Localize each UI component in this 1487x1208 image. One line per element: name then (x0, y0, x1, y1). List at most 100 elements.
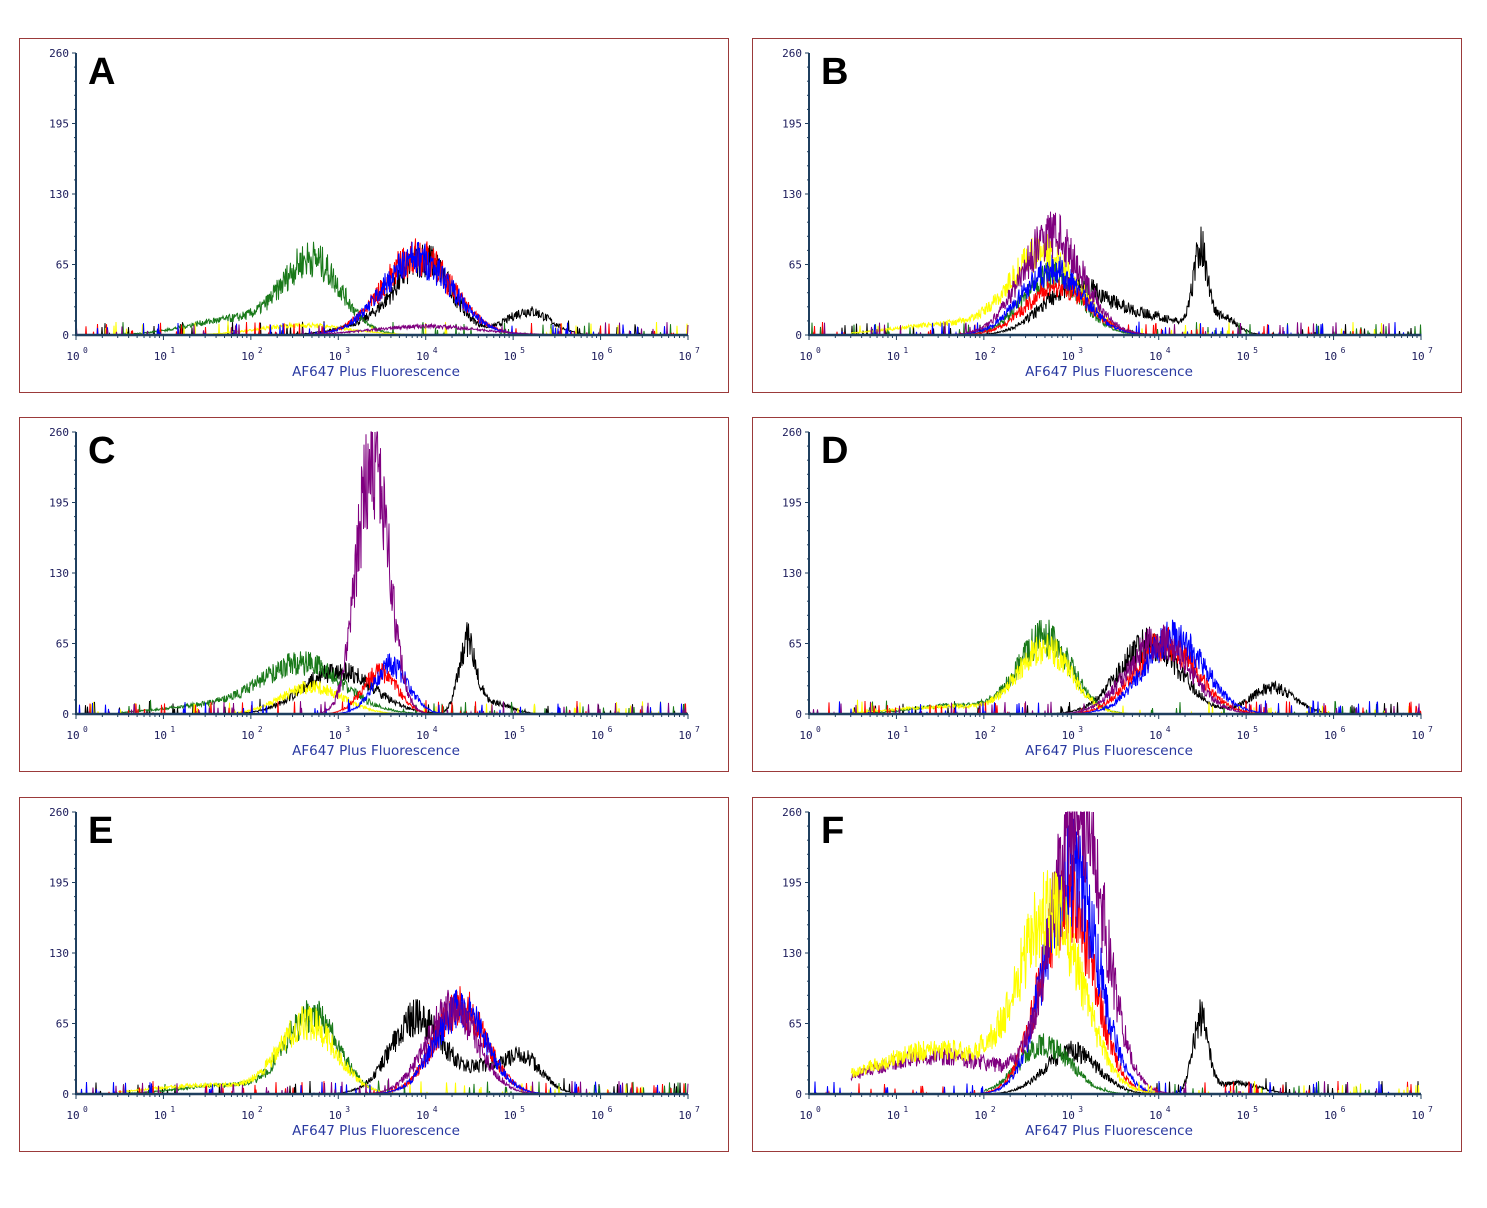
x-tick-label: 10 (154, 729, 167, 742)
x-axis-label: AF647 Plus Fluorescence (1025, 743, 1193, 759)
x-tick-exponent: 2 (258, 725, 263, 734)
x-tick-exponent: 3 (1078, 1105, 1083, 1114)
x-tick-exponent: 4 (1166, 725, 1171, 734)
y-tick-label: 130 (49, 947, 69, 960)
histogram-panel-f: F 0 65 130 195 260 10 0 10 1 10 2 10 3 10 4 10 5 10 6 10 7 AF6… (752, 797, 1462, 1152)
histogram-panel-a: A 0 65 130 195 260 10 0 10 1 10 2 10 3 10 4 10 5 10 6 10 7 AF6… (19, 38, 729, 393)
y-tick-label: 130 (782, 947, 802, 960)
x-tick-exponent: 3 (1078, 346, 1083, 355)
x-tick-exponent: 0 (83, 346, 88, 355)
x-tick-exponent: 1 (903, 346, 908, 355)
x-tick-label: 10 (416, 1109, 429, 1122)
x-tick-exponent: 7 (695, 346, 700, 355)
y-tick-label: 260 (49, 47, 69, 60)
y-tick-label: 130 (782, 567, 802, 580)
histogram-series-2 (850, 233, 1421, 336)
y-tick-label: 260 (782, 47, 802, 60)
x-tick-label: 10 (1411, 350, 1424, 363)
x-tick-exponent: 0 (83, 725, 88, 734)
x-tick-label: 10 (1062, 350, 1075, 363)
y-tick-label: 195 (49, 877, 69, 890)
histogram-series-5 (809, 211, 1421, 336)
x-tick-label: 10 (1237, 350, 1250, 363)
x-tick-label: 10 (678, 729, 691, 742)
y-tick-label: 130 (782, 188, 802, 201)
x-tick-exponent: 3 (345, 725, 350, 734)
x-tick-exponent: 5 (520, 725, 525, 734)
x-tick-exponent: 2 (991, 725, 996, 734)
panel-label: D (821, 430, 849, 472)
x-tick-label: 10 (1237, 729, 1250, 742)
x-axis-label: AF647 Plus Fluorescence (292, 1123, 460, 1139)
x-tick-exponent: 4 (1166, 1105, 1171, 1114)
histogram-series-4 (809, 619, 1421, 715)
x-tick-label: 10 (504, 729, 517, 742)
x-tick-exponent: 1 (170, 1105, 175, 1114)
y-tick-label: 130 (49, 188, 69, 201)
y-tick-label: 65 (789, 259, 802, 272)
panel-label: A (88, 51, 116, 93)
x-tick-label: 10 (66, 1109, 79, 1122)
x-tick-exponent: 6 (608, 1105, 613, 1114)
y-tick-label: 260 (782, 426, 802, 439)
histogram-series-4 (76, 653, 688, 715)
x-tick-label: 10 (887, 350, 900, 363)
x-tick-exponent: 6 (608, 725, 613, 734)
x-tick-label: 10 (1149, 1109, 1162, 1122)
x-axis-label: AF647 Plus Fluorescence (292, 364, 460, 380)
histogram-series-1 (983, 1033, 1421, 1095)
x-tick-exponent: 5 (1253, 725, 1258, 734)
x-tick-exponent: 0 (83, 1105, 88, 1114)
histogram-series-3 (75, 986, 688, 1095)
x-tick-label: 10 (1062, 1109, 1075, 1122)
y-tick-label: 195 (49, 497, 69, 510)
x-tick-label: 10 (241, 1109, 254, 1122)
x-tick-exponent: 2 (991, 346, 996, 355)
y-tick-label: 260 (782, 806, 802, 819)
x-tick-label: 10 (504, 350, 517, 363)
x-tick-label: 10 (241, 729, 254, 742)
x-tick-label: 10 (591, 729, 604, 742)
x-tick-label: 10 (799, 350, 812, 363)
x-tick-exponent: 2 (258, 1105, 263, 1114)
y-tick-label: 195 (782, 877, 802, 890)
y-tick-label: 130 (49, 567, 69, 580)
x-tick-exponent: 4 (433, 346, 438, 355)
x-tick-exponent: 6 (1341, 725, 1346, 734)
x-tick-label: 10 (1149, 350, 1162, 363)
x-tick-exponent: 1 (903, 1105, 908, 1114)
x-tick-label: 10 (1324, 350, 1337, 363)
panel-label: B (821, 51, 849, 93)
y-tick-label: 65 (789, 638, 802, 651)
x-tick-exponent: 1 (170, 346, 175, 355)
y-tick-label: 195 (49, 118, 69, 131)
x-tick-label: 10 (974, 1109, 987, 1122)
x-tick-exponent: 3 (345, 1105, 350, 1114)
x-tick-label: 10 (154, 350, 167, 363)
y-tick-label: 65 (56, 259, 69, 272)
x-tick-label: 10 (1237, 1109, 1250, 1122)
x-tick-label: 10 (329, 1109, 342, 1122)
x-tick-exponent: 3 (1078, 725, 1083, 734)
x-tick-exponent: 4 (433, 1105, 438, 1114)
histogram-panel-c: C 0 65 130 195 260 10 0 10 1 10 2 10 3 10 4 10 5 10 6 10 7 AF6… (19, 417, 729, 772)
histogram-series-0 (76, 999, 688, 1095)
x-tick-exponent: 5 (520, 1105, 525, 1114)
y-tick-label: 0 (62, 708, 69, 721)
histogram-series-4 (76, 989, 688, 1095)
x-tick-label: 10 (329, 350, 342, 363)
x-tick-label: 10 (1411, 1109, 1424, 1122)
histogram-series-4 (76, 241, 688, 336)
x-tick-label: 10 (1324, 1109, 1337, 1122)
x-tick-exponent: 0 (816, 1105, 821, 1114)
x-tick-label: 10 (329, 729, 342, 742)
x-tick-label: 10 (591, 350, 604, 363)
x-tick-label: 10 (799, 1109, 812, 1122)
y-tick-label: 65 (56, 1018, 69, 1031)
histogram-series-4 (850, 811, 1421, 1095)
x-tick-exponent: 7 (1428, 346, 1433, 355)
